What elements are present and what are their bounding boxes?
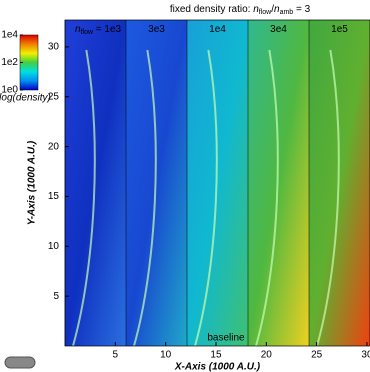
text-part: 3e3 bbox=[148, 24, 165, 35]
colorbar-tick-label: 1e0 bbox=[1, 85, 18, 96]
jet-front bbox=[194, 49, 218, 347]
colorbar-tick-label: 1e2 bbox=[1, 57, 18, 68]
text-part: n bbox=[75, 24, 81, 35]
jet-front bbox=[133, 49, 157, 347]
y-tick-label: 15 bbox=[48, 191, 60, 202]
text-part: n bbox=[274, 4, 280, 15]
text-part: = 1e3 bbox=[93, 24, 122, 35]
text-part: 1e5 bbox=[331, 24, 348, 35]
panel-label: nflow = 1e3 bbox=[75, 24, 122, 37]
chart-title: fixed density ratio: nflow/namb = 3 bbox=[170, 4, 311, 17]
text-part: / bbox=[271, 4, 274, 15]
colorbar-label: log(density) bbox=[0, 93, 51, 104]
text-part: 1e4 bbox=[209, 24, 226, 35]
panel-label: 1e5 bbox=[331, 24, 348, 35]
jet-front bbox=[316, 49, 340, 347]
x-tick-label: 10 bbox=[160, 350, 172, 361]
text-part: amb bbox=[280, 9, 294, 16]
panel-label: 1e4 bbox=[209, 24, 226, 35]
y-tick-label: 25 bbox=[48, 91, 60, 102]
y-tick-label: 5 bbox=[53, 291, 59, 302]
x-tick-label: 5 bbox=[113, 350, 119, 361]
text-part: n bbox=[253, 4, 259, 15]
y-tick-label: 10 bbox=[48, 241, 60, 252]
x-tick-label: 15 bbox=[210, 350, 222, 361]
annotation: baseline bbox=[207, 333, 245, 344]
plot-frame bbox=[64, 19, 370, 347]
x-axis-label: X-Axis (1000 A.U.) bbox=[174, 362, 261, 372]
panel-label: 3e3 bbox=[148, 24, 165, 35]
text-part: 3e4 bbox=[270, 24, 287, 35]
text-part: = 3 bbox=[293, 4, 310, 15]
x-tick-label: 30 bbox=[361, 350, 370, 361]
x-tick-label: 25 bbox=[311, 350, 323, 361]
jet-front bbox=[72, 49, 96, 347]
y-axis-label: Y-Axis (1000 A.U.) bbox=[27, 140, 38, 225]
text-part: flow bbox=[81, 29, 94, 36]
jet-front bbox=[255, 49, 279, 347]
y-tick-label: 20 bbox=[48, 141, 60, 152]
text-part: flow bbox=[259, 9, 272, 16]
toggle-icon[interactable] bbox=[4, 356, 36, 369]
x-tick-label: 20 bbox=[261, 350, 273, 361]
y-tick-label: 30 bbox=[48, 42, 60, 53]
panel-label: 3e4 bbox=[270, 24, 287, 35]
colorbar-tick-label: 1e4 bbox=[1, 30, 18, 41]
text-part: fixed density ratio: bbox=[170, 4, 253, 15]
